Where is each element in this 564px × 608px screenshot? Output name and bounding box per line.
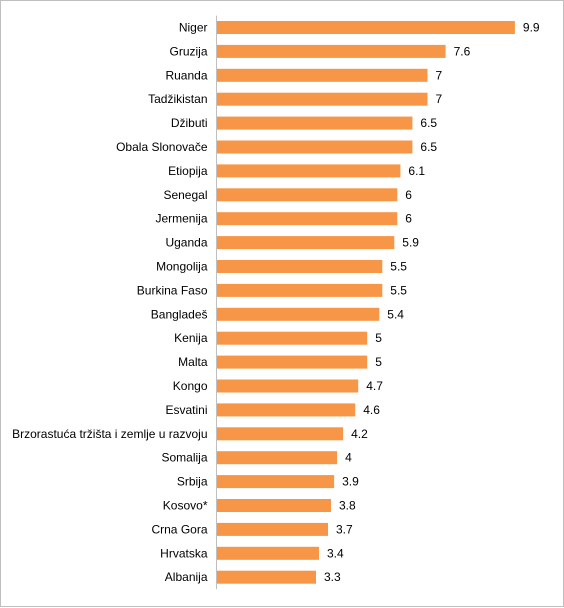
category-label: Esvatini: [165, 403, 207, 417]
value-label: 3.4: [327, 546, 344, 560]
bar: [216, 331, 368, 345]
value-label: 4: [345, 451, 352, 465]
category-label: Somalija: [161, 451, 207, 465]
value-label: 3.3: [324, 570, 341, 584]
bar: [216, 546, 319, 560]
value-label: 6.5: [420, 140, 437, 154]
bar: [216, 21, 515, 34]
bar: [216, 236, 395, 250]
category-label: Obala Slonovače: [116, 140, 208, 154]
value-label: 7: [436, 68, 443, 82]
bar: [216, 140, 413, 154]
value-label: 9.9: [523, 21, 540, 35]
value-label: 4.6: [363, 403, 380, 417]
value-label: 3.8: [339, 499, 356, 513]
bar: [216, 164, 401, 178]
category-label: Hrvatska: [160, 546, 208, 560]
value-labels-group: 9.9 7.6 7 7 6.5 6.5 6.1 6 6 5.9 5.5 5.5 5.4 5 5 4.7 4.6 4…: [324, 21, 540, 585]
bar: [216, 475, 335, 489]
value-label: 4.2: [351, 427, 368, 441]
category-label: Srbija: [177, 475, 208, 489]
category-label: Tadžikistan: [148, 92, 207, 106]
category-label: Crna Gora: [151, 522, 207, 536]
bar: [216, 522, 328, 536]
bar: [216, 116, 413, 130]
category-label: Kosovo*: [163, 499, 208, 513]
bar: [216, 260, 383, 273]
category-label: Bangladeš: [151, 307, 208, 321]
value-label: 5.5: [390, 260, 407, 274]
value-label: 6: [405, 212, 412, 226]
category-label: Albanija: [165, 570, 208, 584]
value-label: 6.1: [408, 164, 425, 178]
value-label: 7.6: [454, 44, 471, 58]
category-label: Mongolija: [156, 260, 208, 274]
bar: [216, 92, 428, 106]
category-labels-group: Niger Gruzija Ruanda Tadžikistan Džibuti Obal…: [12, 21, 208, 585]
category-label: Džibuti: [171, 116, 208, 130]
value-label: 5.5: [390, 283, 407, 297]
bar: [216, 188, 398, 202]
category-label: Malta: [178, 355, 208, 369]
bar: [216, 44, 446, 58]
value-label: 6: [405, 188, 412, 202]
value-label: 5.4: [387, 307, 404, 321]
value-label: 5.9: [402, 236, 419, 250]
category-label: Etiopija: [168, 164, 208, 178]
category-label: Kongo: [173, 379, 208, 393]
bar: [216, 570, 316, 584]
category-label: Kenija: [174, 331, 208, 345]
value-label: 5: [375, 331, 382, 345]
value-label: 4.7: [366, 379, 383, 393]
category-label: Senegal: [163, 188, 207, 202]
bar: [216, 379, 359, 393]
value-label: 3.7: [336, 522, 353, 536]
category-label: Uganda: [165, 236, 207, 250]
bar: [216, 355, 368, 369]
bar: [216, 427, 344, 441]
bar: [216, 283, 383, 297]
bar: [216, 68, 428, 82]
category-label: Brzorastuća tržišta i zemlje u razvoju: [12, 427, 207, 441]
value-label: 5: [375, 355, 382, 369]
category-label: Ruanda: [165, 68, 207, 82]
category-label: Niger: [179, 21, 208, 35]
bars-group: [216, 21, 515, 584]
bar: [216, 403, 356, 417]
category-label: Jermenija: [155, 212, 207, 226]
bar: [216, 451, 338, 465]
value-label: 3.9: [342, 475, 359, 489]
bar: [216, 212, 398, 226]
bar: [216, 499, 331, 512]
value-label: 7: [436, 92, 443, 106]
category-label: Gruzija: [169, 44, 207, 58]
category-label: Burkina Faso: [137, 283, 208, 297]
value-label: 6.5: [420, 116, 437, 130]
bar: [216, 307, 380, 321]
